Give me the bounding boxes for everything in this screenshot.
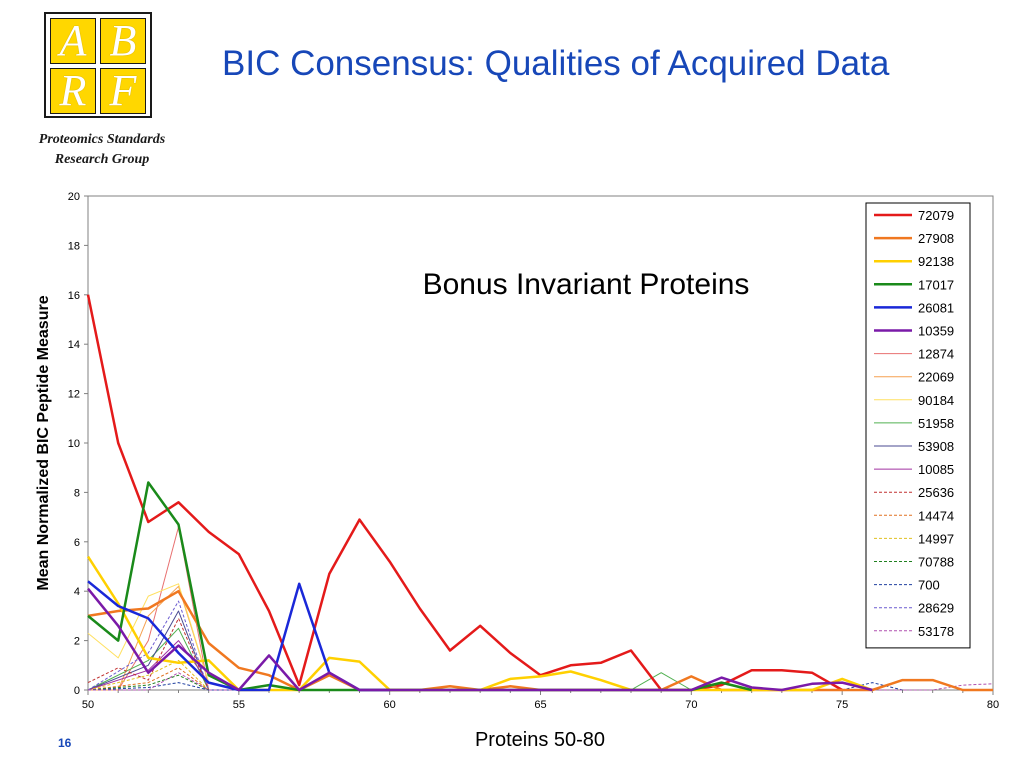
y-tick-label: 4 [74,586,80,598]
y-tick-label: 14 [68,339,80,351]
legend-label-53908: 53908 [918,439,954,454]
series-line-53178 [88,672,994,691]
legend-label-14474: 14474 [918,508,954,523]
plot-area [87,195,994,691]
legend-label-92138: 92138 [918,254,954,269]
x-tick-label: 80 [987,699,999,711]
x-tick-label: 65 [534,699,546,711]
chart-title: Bonus Invariant Proteins [423,268,750,301]
legend-label-17017: 17017 [918,277,954,292]
legend-label-90184: 90184 [918,393,954,408]
logo-letter-r: R [50,68,96,114]
y-tick-label: 16 [68,290,80,302]
legend-label-12874: 12874 [918,347,954,362]
x-tick-label: 60 [384,699,396,711]
group-name-line-2: Research Group [54,152,150,167]
y-tick-label: 8 [74,487,80,499]
series-line-70788 [87,674,209,691]
legend-label-10085: 10085 [918,462,954,477]
y-tick-label: 20 [68,191,80,203]
series-line-14997 [87,659,210,691]
slide-number: 16 [58,736,72,750]
legend-label-22069: 22069 [918,370,954,385]
x-axis-label: Proteins 50-80 [475,729,605,751]
series-line-72079 [86,294,843,692]
logo-letter-f: F [100,68,146,114]
x-tick-label: 50 [82,699,94,711]
legend-label-25636: 25636 [918,485,954,500]
y-tick-label: 0 [74,685,80,697]
legend-label-14997: 14997 [918,531,954,546]
y-tick-label: 12 [68,389,80,401]
legend-label-26081: 26081 [918,300,954,315]
legend-label-51958: 51958 [918,416,954,431]
legend-box [865,202,971,649]
y-tick-label: 2 [74,636,80,648]
group-name: Proteomics Standards Research Group [0,130,204,170]
legend-label-53178: 53178 [918,624,954,639]
series-line-25636 [87,617,210,691]
x-tick-label: 75 [836,699,848,711]
series-line-10359 [87,587,873,692]
series-line-700 [87,682,903,691]
x-tick-label: 55 [233,699,245,711]
y-axis-label: Mean Normalized BIC Peptide Measure [35,295,52,590]
y-tick-label: 6 [74,537,80,549]
legend-label-70788: 70788 [918,555,954,570]
legend-label-27908: 27908 [918,231,954,246]
x-tick-label: 70 [685,699,697,711]
logo-letter-a: A [50,18,96,64]
slide-title: BIC Consensus: Qualities of Acquired Dat… [222,44,890,83]
legend-label-700: 700 [918,578,940,593]
legend-label-72079: 72079 [918,208,954,223]
y-tick-label: 10 [68,438,80,450]
group-name-line-1: Proteomics Standards [38,132,166,147]
series-line-14474 [87,667,209,691]
legend-label-10359: 10359 [918,324,954,339]
series-line-28629 [87,600,210,691]
logo-letter-b: B [100,18,146,64]
abrf-logo: A B R F [44,12,152,118]
y-tick-label: 18 [68,240,80,252]
legend-label-28629: 28629 [918,601,954,616]
